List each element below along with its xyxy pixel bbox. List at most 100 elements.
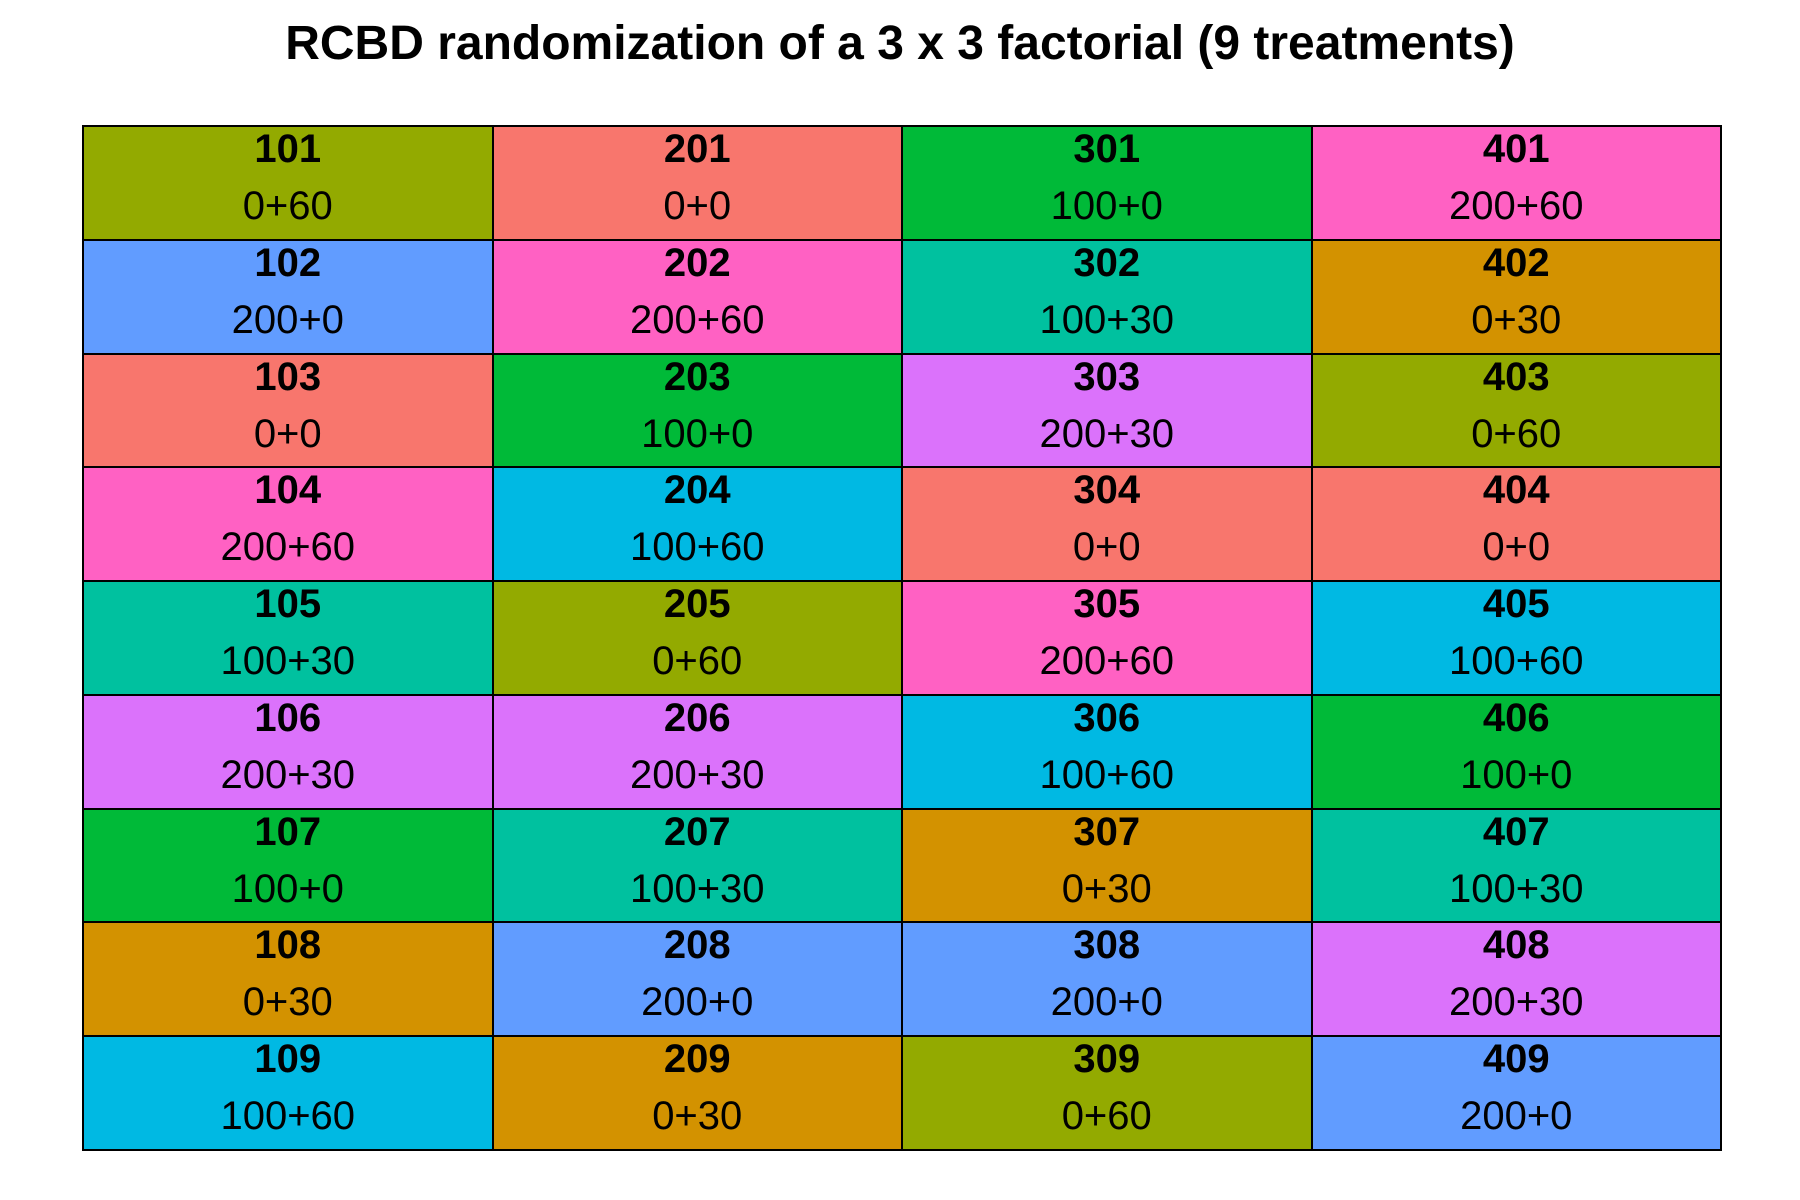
plot-id-label: 102 bbox=[254, 240, 322, 285]
treatment-label: 200+60 bbox=[220, 525, 356, 570]
field-layout-grid: 101 0+60 201 0+0 301 100+0 401 200+60 102 200+0 20… bbox=[82, 125, 1722, 1151]
plot-id-label: 407 bbox=[1482, 809, 1550, 854]
plot-cell: 402 0+30 bbox=[1311, 239, 1721, 354]
treatment-label: 100+0 bbox=[1460, 752, 1573, 797]
plot-id-label: 206 bbox=[663, 695, 731, 740]
treatment-label: 200+60 bbox=[1039, 639, 1175, 684]
treatment-label: 0+60 bbox=[652, 639, 743, 684]
treatment-label: 0+30 bbox=[1061, 866, 1152, 911]
plot-cell: 106 200+30 bbox=[83, 694, 493, 809]
plot-cell: 302 100+30 bbox=[902, 239, 1312, 354]
plot-cell: 309 0+60 bbox=[902, 1036, 1312, 1150]
plot-id-label: 404 bbox=[1482, 468, 1550, 513]
plot-cell: 404 0+0 bbox=[1311, 467, 1721, 582]
plot-id-label: 409 bbox=[1482, 1037, 1550, 1082]
plot-cell: 201 0+0 bbox=[492, 126, 902, 240]
plot-id-label: 107 bbox=[254, 809, 322, 854]
plot-cell: 105 100+30 bbox=[83, 581, 493, 695]
plot-id-label: 108 bbox=[254, 923, 322, 968]
plot-cell: 104 200+60 bbox=[83, 467, 493, 582]
plot-cell: 304 0+0 bbox=[902, 467, 1312, 582]
plot-id-label: 105 bbox=[254, 582, 322, 627]
treatment-label: 0+0 bbox=[1482, 525, 1551, 570]
treatment-label: 0+0 bbox=[1072, 525, 1141, 570]
plot-id-label: 209 bbox=[663, 1037, 731, 1082]
plot-cell: 209 0+30 bbox=[492, 1036, 902, 1150]
plot-cell: 208 200+0 bbox=[492, 922, 902, 1037]
plot-id-label: 306 bbox=[1073, 695, 1141, 740]
plot-id-label: 308 bbox=[1073, 923, 1141, 968]
plot-id-label: 303 bbox=[1073, 354, 1141, 399]
plot-cell: 405 100+60 bbox=[1311, 581, 1721, 695]
plot-cell: 401 200+60 bbox=[1311, 126, 1721, 240]
treatment-label: 200+60 bbox=[1448, 184, 1584, 228]
treatment-label: 200+30 bbox=[1039, 411, 1175, 456]
plot-cell: 303 200+30 bbox=[902, 353, 1312, 468]
plot-cell: 408 200+30 bbox=[1311, 922, 1721, 1037]
treatment-label: 0+0 bbox=[253, 411, 322, 456]
plot-cell: 407 100+30 bbox=[1311, 808, 1721, 923]
plot-id-label: 202 bbox=[663, 240, 731, 285]
treatment-label: 0+60 bbox=[1471, 411, 1562, 456]
plot-cell: 206 200+30 bbox=[492, 694, 902, 809]
plot-cell: 308 200+0 bbox=[902, 922, 1312, 1037]
treatment-label: 100+0 bbox=[1050, 184, 1163, 228]
treatment-label: 0+60 bbox=[1061, 1094, 1152, 1139]
plot-id-label: 309 bbox=[1073, 1037, 1141, 1082]
plot-cell: 207 100+30 bbox=[492, 808, 902, 923]
plot-cell: 103 0+0 bbox=[83, 353, 493, 468]
page-title: RCBD randomization of a 3 x 3 factorial … bbox=[285, 17, 1515, 70]
plot-cell: 305 200+60 bbox=[902, 581, 1312, 695]
treatment-label: 200+0 bbox=[231, 297, 344, 342]
plot-id-label: 403 bbox=[1482, 354, 1550, 399]
plot-cell: 101 0+60 bbox=[83, 126, 493, 240]
treatment-label: 100+60 bbox=[1448, 639, 1584, 684]
plot-cell: 403 0+60 bbox=[1311, 353, 1721, 468]
treatment-label: 0+0 bbox=[663, 184, 732, 228]
plot-cell: 306 100+60 bbox=[902, 694, 1312, 809]
treatment-label: 200+0 bbox=[641, 980, 754, 1025]
plot-cell: 102 200+0 bbox=[83, 239, 493, 354]
plot-id-label: 201 bbox=[663, 127, 731, 171]
plot-cell: 307 0+30 bbox=[902, 808, 1312, 923]
plot-id-label: 203 bbox=[663, 354, 731, 399]
plot-cell: 203 100+0 bbox=[492, 353, 902, 468]
treatment-label: 0+30 bbox=[652, 1094, 743, 1139]
plot-id-label: 305 bbox=[1073, 582, 1141, 627]
treatment-label: 200+30 bbox=[220, 752, 356, 797]
treatment-label: 200+0 bbox=[1050, 980, 1163, 1025]
treatment-label: 100+30 bbox=[1039, 297, 1175, 342]
plot-cell: 108 0+30 bbox=[83, 922, 493, 1037]
plot-cell: 406 100+0 bbox=[1311, 694, 1721, 809]
plot-cell: 205 0+60 bbox=[492, 581, 902, 695]
treatment-label: 100+60 bbox=[1039, 752, 1175, 797]
plot-id-label: 109 bbox=[254, 1037, 322, 1082]
plot-id-label: 408 bbox=[1482, 923, 1550, 968]
plot-id-label: 104 bbox=[254, 468, 322, 513]
treatment-label: 200+30 bbox=[629, 752, 765, 797]
plot-cell: 301 100+0 bbox=[902, 126, 1312, 240]
plot-cell: 204 100+60 bbox=[492, 467, 902, 582]
treatment-label: 0+60 bbox=[242, 184, 333, 228]
treatment-label: 100+30 bbox=[220, 639, 356, 684]
plot-id-label: 402 bbox=[1482, 240, 1550, 285]
plot-id-label: 205 bbox=[663, 582, 731, 627]
treatment-label: 200+60 bbox=[629, 297, 765, 342]
treatment-label: 100+60 bbox=[629, 525, 765, 570]
treatment-label: 100+30 bbox=[1448, 866, 1584, 911]
plot-id-label: 208 bbox=[663, 923, 731, 968]
treatment-label: 200+30 bbox=[1448, 980, 1584, 1025]
plot-cell: 107 100+0 bbox=[83, 808, 493, 923]
treatment-label: 100+30 bbox=[629, 866, 765, 911]
treatment-label: 0+30 bbox=[1471, 297, 1562, 342]
plot-id-label: 301 bbox=[1073, 127, 1141, 171]
treatment-label: 100+0 bbox=[231, 866, 344, 911]
plot-cell: 409 200+0 bbox=[1311, 1036, 1721, 1150]
plot-id-label: 405 bbox=[1482, 582, 1550, 627]
plot-cell: 202 200+60 bbox=[492, 239, 902, 354]
plot-id-label: 302 bbox=[1073, 240, 1141, 285]
treatment-label: 0+30 bbox=[242, 980, 333, 1025]
treatment-label: 100+0 bbox=[641, 411, 754, 456]
plot-id-label: 304 bbox=[1073, 468, 1141, 513]
plot-id-label: 307 bbox=[1073, 809, 1141, 854]
